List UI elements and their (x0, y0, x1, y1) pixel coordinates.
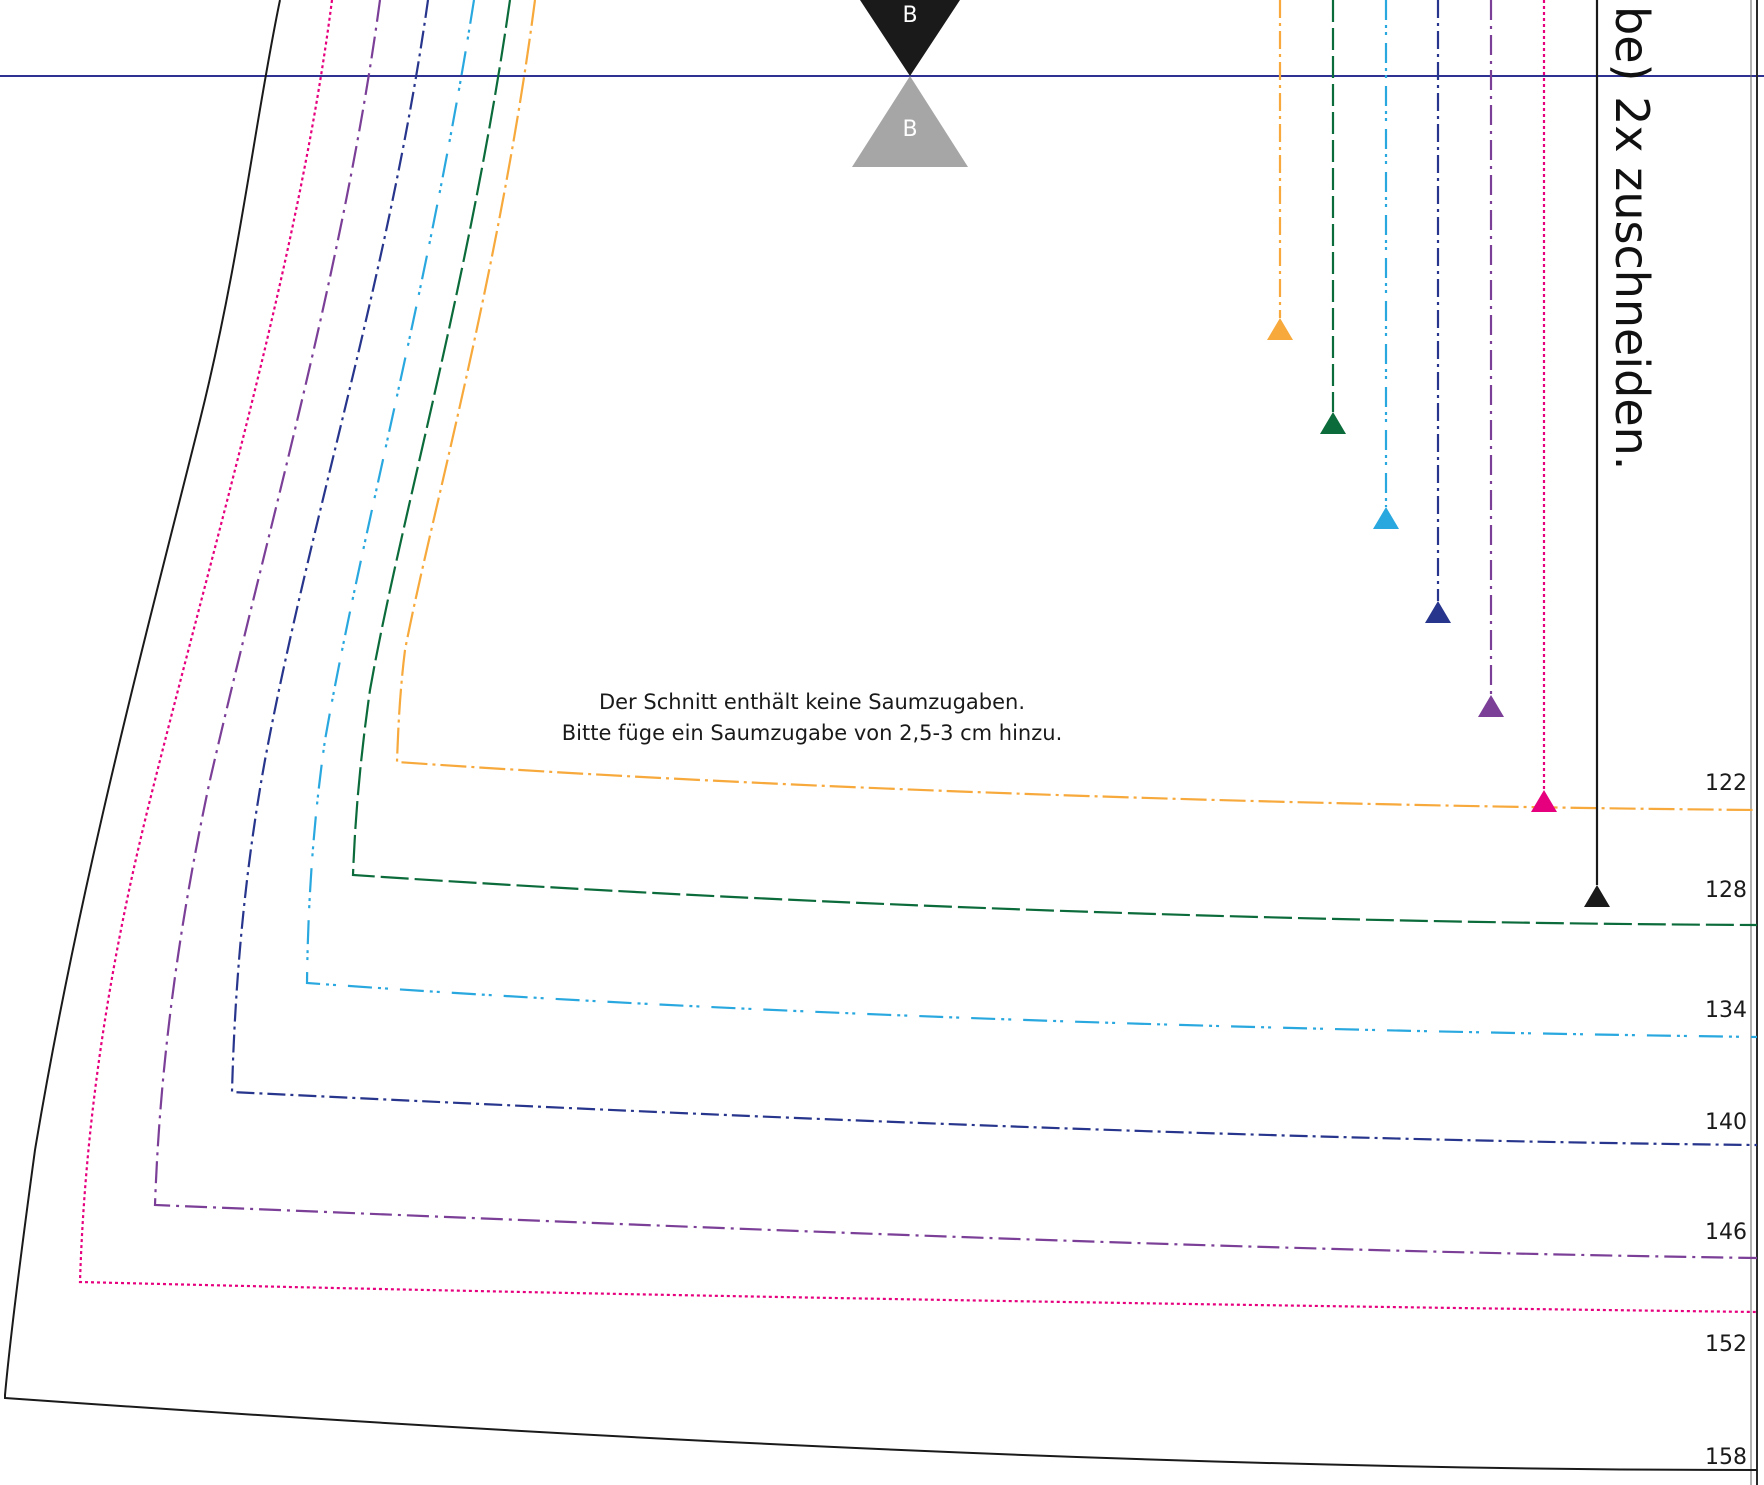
grainline-size-146 (1478, 0, 1504, 717)
triangle-marker (1478, 695, 1504, 717)
outline-size-152 (78, 0, 1758, 1314)
notch-marker-bottom: B (852, 76, 968, 167)
outline-size-158 (4, 0, 1758, 1471)
outline-size-134 (305, 0, 1758, 1039)
size-label-146: 146 (1705, 1220, 1747, 1245)
notch-marker-top: B (860, 0, 960, 76)
size-label-158: 158 (1705, 1445, 1747, 1470)
grainline-size-140 (1425, 0, 1451, 623)
grainline-size-158 (1584, 0, 1610, 907)
outline-size-122 (395, 0, 1758, 812)
grainline-size-134 (1373, 0, 1399, 529)
triangle-marker (1267, 318, 1293, 340)
cutting-instruction: be) 2x zuschneiden. (1605, 6, 1659, 470)
outline-size-128 (351, 0, 1758, 927)
size-label-122: 122 (1705, 771, 1747, 796)
notch-letter-top: B (902, 3, 917, 28)
triangle-marker (1584, 885, 1610, 907)
outline-size-146 (153, 0, 1758, 1260)
grainline-size-122 (1267, 0, 1293, 340)
grainline-size-152 (1531, 0, 1557, 812)
notch-letter-bottom: B (902, 117, 917, 142)
outline-size-140 (230, 0, 1758, 1147)
note-line-1: Der Schnitt enthält keine Saumzugaben. (599, 690, 1025, 714)
size-label-128: 128 (1705, 878, 1747, 903)
size-label-134: 134 (1705, 998, 1747, 1023)
note-line-2: Bitte füge ein Saumzugabe von 2,5-3 cm h… (562, 721, 1063, 745)
triangle-marker (1320, 412, 1346, 434)
triangle-marker (1531, 790, 1557, 812)
triangle-marker (1425, 601, 1451, 623)
size-label-140: 140 (1705, 1110, 1747, 1135)
size-label-152: 152 (1705, 1332, 1747, 1357)
grainline-size-128 (1320, 0, 1346, 434)
triangle-marker (1373, 507, 1399, 529)
